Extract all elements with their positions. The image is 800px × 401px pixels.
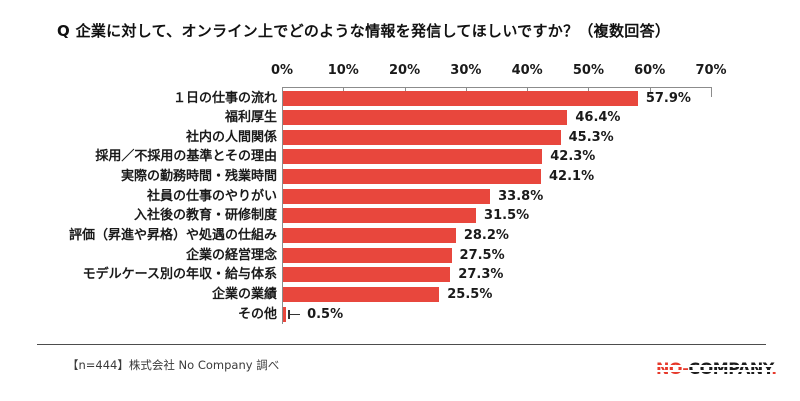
bar-category-label: 社員の仕事のやりがい (146, 188, 277, 204)
x-axis-line (282, 87, 712, 88)
bar (283, 149, 543, 165)
y-axis-line (282, 87, 283, 324)
bar-category-label: １日の仕事の流れ (172, 90, 277, 106)
bar-category-label: 入社後の教育・研修制度 (133, 208, 277, 224)
x-axis-tick-label: 10% (327, 63, 359, 78)
bar-value-label: 45.3% (568, 129, 614, 145)
bar-category-label: 企業の経営理念 (185, 247, 277, 263)
bar (283, 90, 638, 106)
x-axis-tick-mark (649, 88, 651, 92)
bar-value-label: 31.5% (484, 208, 530, 224)
bar (283, 110, 568, 126)
chart-title: Q 企業に対して、オンライン上でどのような情報を発信してほしいですか？（複数回答… (57, 22, 671, 40)
logo-text-dot: . (771, 359, 777, 378)
bar (283, 228, 456, 244)
bar-category-label: 福利厚生 (224, 110, 277, 126)
source-note: 【n=444】株式会社 No Company 調べ (67, 358, 280, 372)
bar-category-label: 実際の勤務時間・残業時間 (120, 169, 277, 185)
bar (283, 287, 440, 303)
x-axis-tick-mark (465, 88, 467, 92)
logo-text-company: COMPANY (688, 359, 772, 378)
x-axis-tick-label: 30% (450, 63, 482, 78)
bar (283, 129, 561, 145)
logo-stripe (654, 365, 779, 367)
bar-category-label: 社内の人間関係 (185, 129, 277, 145)
bar-category-label: 企業の業績 (211, 287, 277, 303)
bar-category-label: 評価（昇進や昇格）や処遇の仕組み (68, 228, 277, 244)
bar-category-label: その他 (237, 306, 277, 322)
bar-value-label: 57.9% (645, 90, 691, 106)
bar (283, 169, 541, 185)
bar-value-label: 42.3% (550, 149, 596, 165)
bar-value-label: 27.5% (459, 247, 505, 263)
x-axis-tick-label: 20% (389, 63, 421, 78)
bar (283, 247, 452, 263)
bar-value-label: 0.5% (307, 306, 344, 322)
bar-category-label: 採用／不採用の基準とその理由 (95, 149, 277, 165)
bar-value-label: 46.4% (575, 110, 621, 126)
bar-value-label: 27.3% (458, 267, 504, 283)
bar-value-label: 25.5% (447, 287, 493, 303)
x-axis-tick-label: 0% (270, 63, 294, 78)
x-axis-tick-label: 50% (572, 63, 604, 78)
bar-chart-plot: 0% 10% 20% 30% 40% 50% 60% 70% １日の仕事の流れ 57.9% 福利厚生… (68, 63, 727, 324)
x-axis-tick-mark (404, 88, 406, 92)
bar (283, 267, 451, 283)
bar-category-label: モデルケース別の年収・給与体系 (82, 267, 277, 283)
bar (283, 306, 287, 322)
bar-value-label: 42.1% (549, 169, 595, 185)
x-axis-tick-mark (711, 88, 712, 97)
x-axis-tick-label: 40% (511, 63, 543, 78)
x-axis-tick-mark (527, 88, 529, 92)
x-axis-tick-label: 60% (634, 63, 666, 78)
footer-divider (37, 344, 766, 345)
bar-value-label: 28.2% (463, 228, 509, 244)
value-leader-line (288, 313, 301, 316)
bar (283, 208, 477, 224)
bar (283, 188, 491, 204)
x-axis-tick-mark (343, 88, 345, 92)
no-company-logo: NO-COMPANY. (654, 359, 779, 378)
logo-text-no: NO- (656, 359, 689, 378)
x-axis-tick-label: 70% (695, 63, 727, 78)
bar-value-label: 33.8% (498, 188, 544, 204)
logo-stripe (654, 370, 779, 372)
x-axis-tick-mark (588, 88, 590, 92)
